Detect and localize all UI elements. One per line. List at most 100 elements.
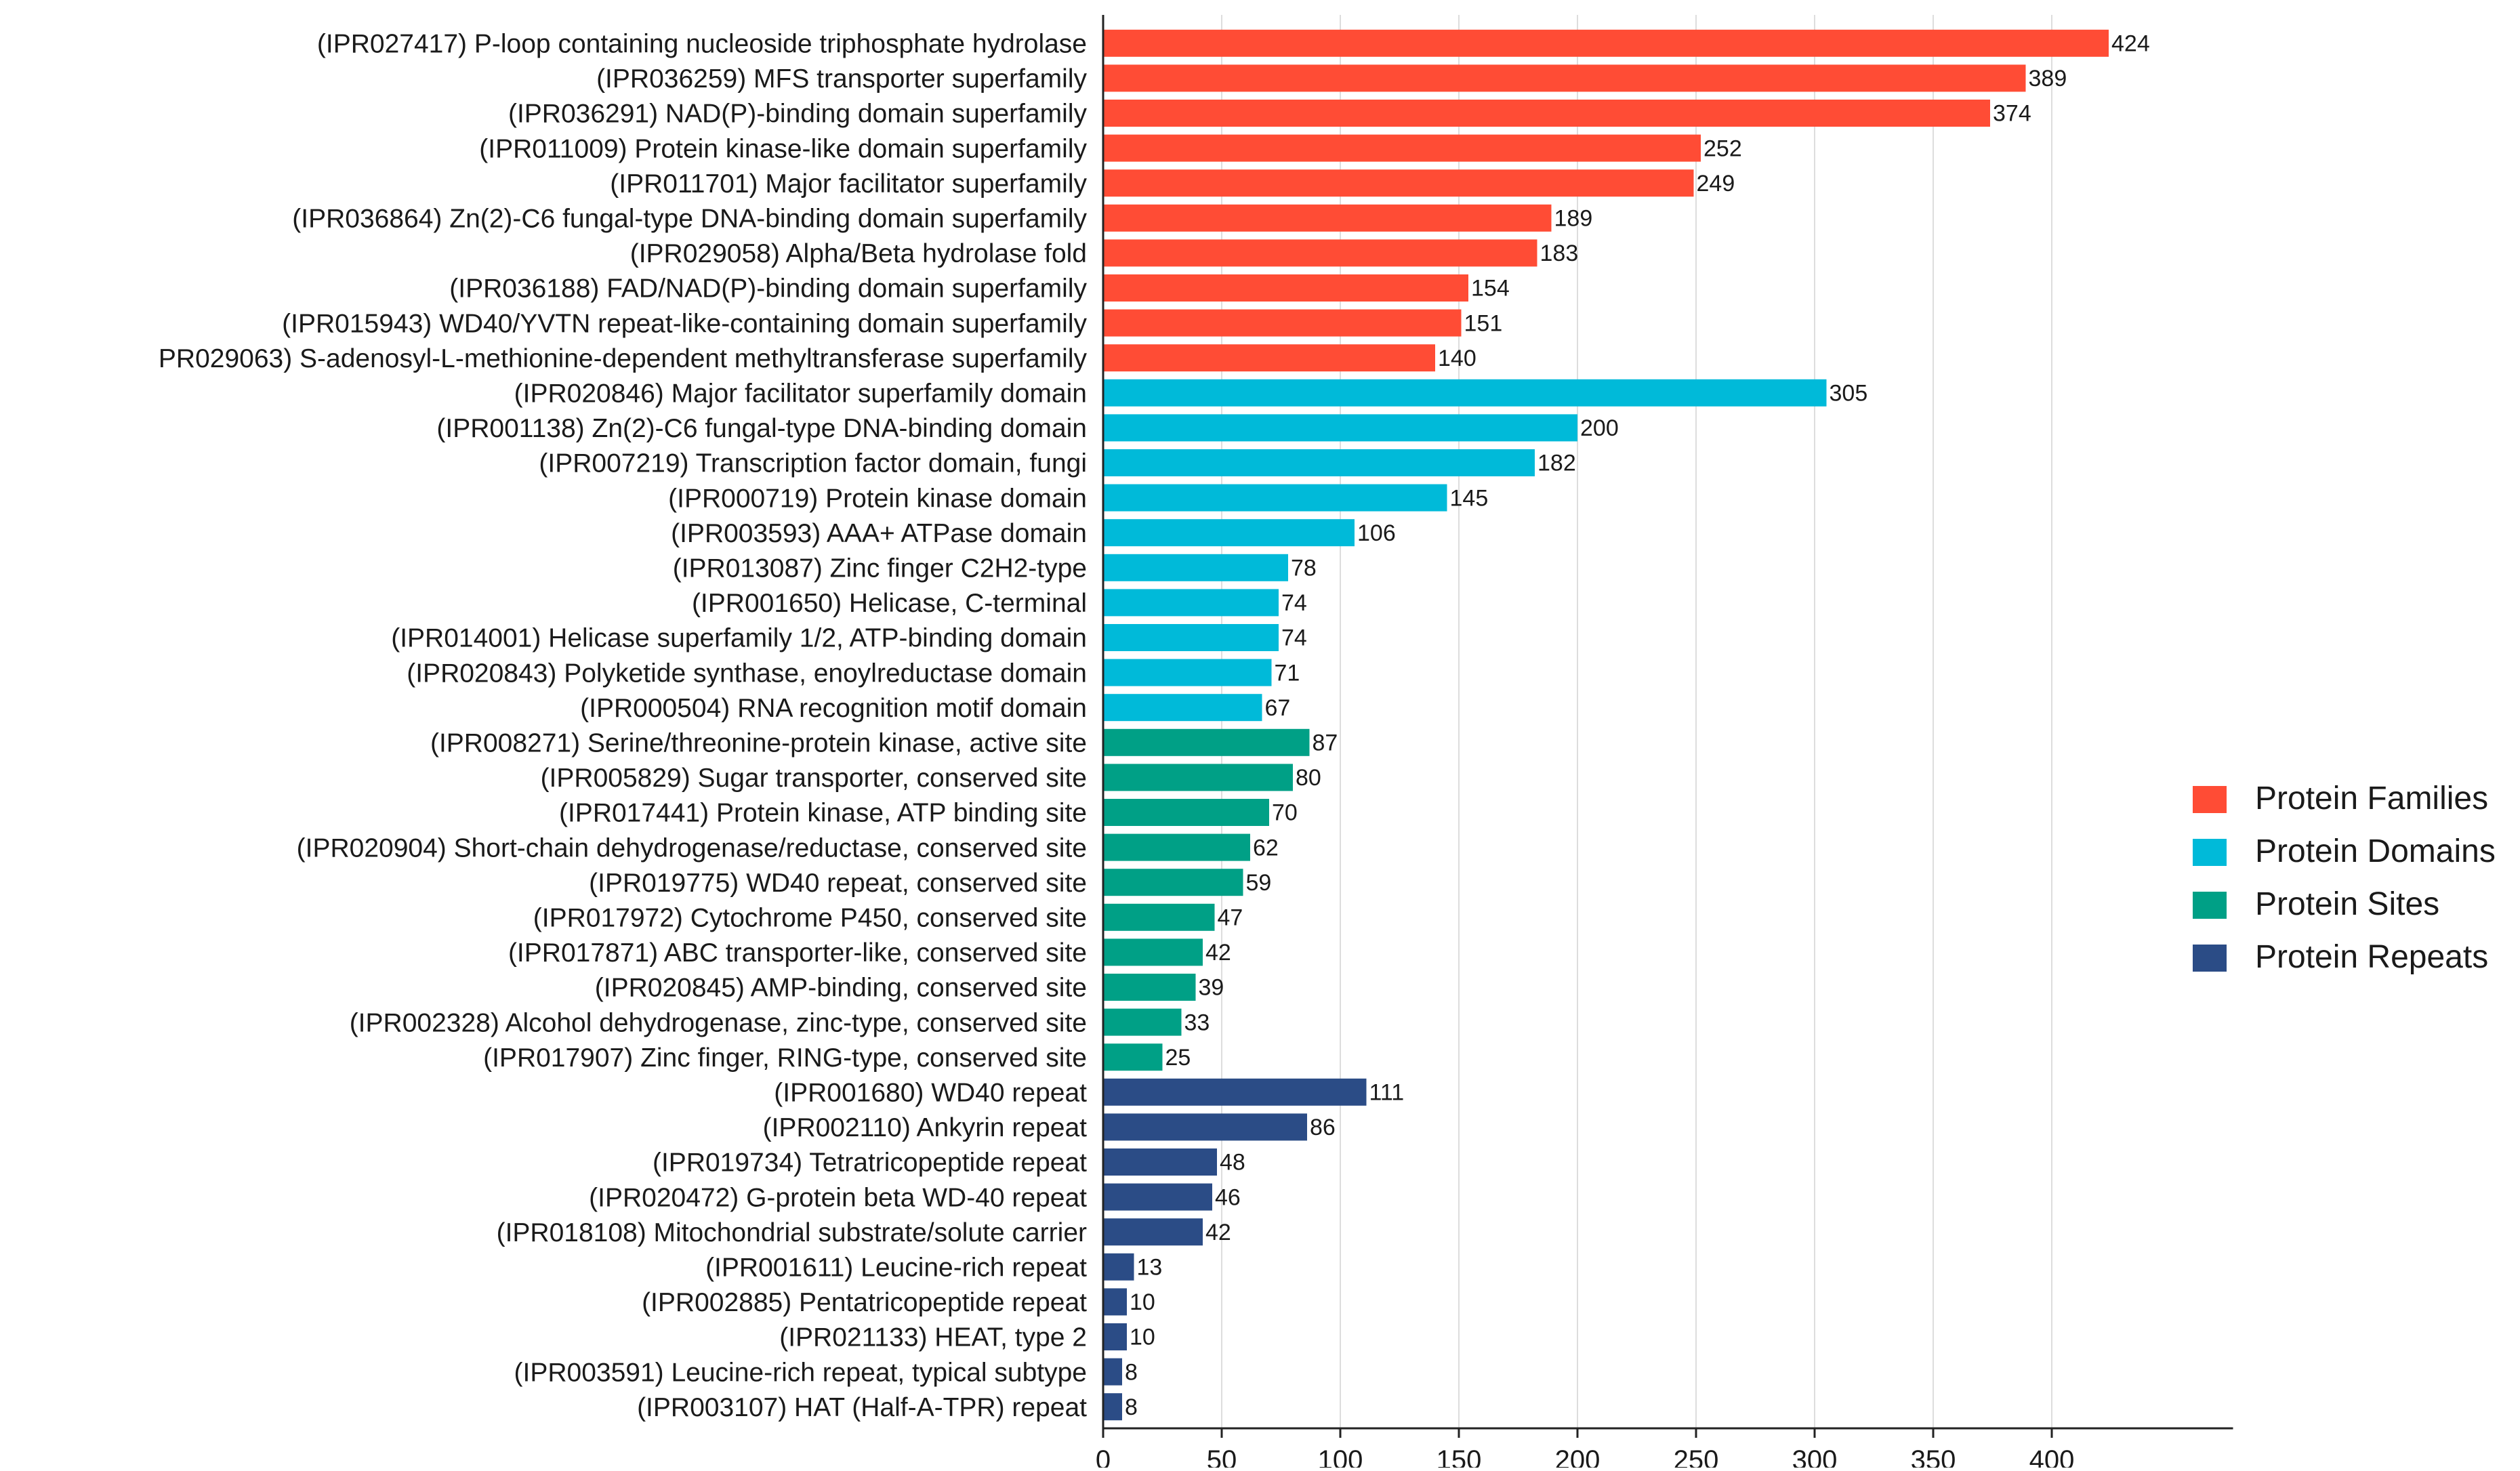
data-label: 305 — [1830, 381, 1868, 407]
x-tick-label: 50 — [1207, 1445, 1237, 1468]
data-label: 71 — [1275, 660, 1300, 686]
category-label: (IPR021133) HEAT, type 2 — [779, 1323, 1087, 1352]
category-label: (IPR000719) Protein kinase domain — [668, 484, 1087, 513]
category-label: (IPR019775) WD40 repeat, conserved site — [589, 869, 1087, 898]
category-label: (IPR014001) Helicase superfamily 1/2, AT… — [391, 624, 1087, 653]
data-label: 249 — [1697, 171, 1735, 196]
category-label: (IPR013087) Zinc finger C2H2-type — [673, 554, 1087, 583]
bar — [1103, 1113, 1307, 1141]
data-label: 86 — [1310, 1115, 1336, 1140]
category-label: (IPR001138) Zn(2)-C6 fungal-type DNA-bin… — [436, 414, 1087, 443]
bar — [1103, 833, 1250, 861]
bar — [1103, 449, 1535, 476]
category-label: (IPR020846) Major facilitator superfamil… — [514, 379, 1087, 408]
data-label: 74 — [1281, 590, 1307, 616]
bar — [1103, 274, 1468, 302]
legend-swatch — [2193, 786, 2227, 813]
data-label: 10 — [1130, 1289, 1155, 1315]
category-label: (IPR008271) Serine/threonine-protein kin… — [430, 728, 1087, 758]
bar — [1103, 1148, 1217, 1176]
category-label: (IPR018108) Mitochondrial substrate/solu… — [497, 1218, 1087, 1247]
bar — [1103, 1288, 1127, 1316]
data-label: 47 — [1218, 905, 1243, 931]
legend-label: Protein Sites — [2255, 886, 2439, 922]
bar — [1103, 1358, 1122, 1386]
category-label: (IPR007219) Transcription factor domain,… — [539, 449, 1087, 478]
bar — [1103, 799, 1269, 826]
legend: Protein Families Protein Domains Protein S… — [2193, 781, 2496, 975]
bar — [1103, 239, 1537, 267]
legend-label: Protein Repeats — [2255, 939, 2488, 975]
bar — [1103, 554, 1288, 581]
category-label: (IPR002885) Pentatricopeptide repeat — [642, 1288, 1087, 1317]
category-label: (IPR017907) Zinc finger, RING-type, cons… — [483, 1043, 1087, 1073]
bar — [1103, 1183, 1212, 1211]
bar — [1103, 903, 1215, 931]
data-label: 154 — [1471, 276, 1510, 302]
data-label: 183 — [1540, 241, 1579, 266]
bars — [1103, 29, 2109, 1421]
category-label: (IPR003591) Leucine-rich repeat, typical… — [514, 1358, 1087, 1387]
x-tick-label: 300 — [1792, 1445, 1838, 1468]
bar — [1103, 974, 1196, 1001]
category-label: (IPR036864) Zn(2)-C6 fungal-type DNA-bin… — [292, 204, 1087, 233]
category-label: (IPR036259) MFS transporter superfamily — [596, 64, 1087, 94]
bar — [1103, 484, 1447, 512]
data-label: 62 — [1253, 835, 1279, 861]
data-label: 25 — [1165, 1045, 1191, 1071]
category-labels: (IPR027417) P-loop containing nucleoside… — [159, 29, 1088, 1422]
bar — [1103, 659, 1272, 686]
data-label: 74 — [1281, 625, 1307, 651]
bar — [1103, 64, 2026, 92]
bar — [1103, 134, 1701, 162]
category-label: (IPR002110) Ankyrin repeat — [763, 1113, 1088, 1142]
data-label: 200 — [1580, 415, 1619, 441]
x-tick-label: 400 — [2029, 1445, 2075, 1468]
bar — [1103, 589, 1279, 617]
x-tick-label: 100 — [1318, 1445, 1363, 1468]
bar — [1103, 1253, 1134, 1281]
bar — [1103, 379, 1827, 407]
x-tick-label: 250 — [1674, 1445, 1719, 1468]
bar — [1103, 1323, 1127, 1350]
legend-swatch — [2193, 839, 2227, 866]
category-label: (IPR019734) Tetratricopeptide repeat — [653, 1148, 1087, 1178]
category-label: (IPR000504) RNA recognition motif domain — [580, 694, 1087, 723]
category-label: (IPR020845) AMP-binding, conserved site — [595, 974, 1087, 1003]
data-label: 48 — [1220, 1150, 1245, 1176]
data-label: 59 — [1246, 870, 1272, 896]
bar — [1103, 624, 1279, 651]
data-label: 424 — [2111, 31, 2150, 57]
data-label: 151 — [1464, 310, 1503, 336]
data-label: 182 — [1537, 451, 1576, 476]
data-label: 67 — [1265, 695, 1291, 721]
bar — [1103, 169, 1694, 197]
category-label: PR029063) S-adenosyl-L-methionine-depend… — [159, 344, 1088, 373]
data-label: 70 — [1272, 800, 1298, 826]
data-label: 13 — [1137, 1255, 1163, 1281]
category-label: (IPR027417) P-loop containing nucleoside… — [317, 29, 1087, 58]
bar — [1103, 728, 1310, 756]
data-label: 145 — [1450, 485, 1489, 511]
category-label: (IPR001650) Helicase, C-terminal — [692, 589, 1087, 618]
data-label: 374 — [1993, 101, 2031, 127]
category-label: (IPR003107) HAT (Half-A-TPR) repeat — [637, 1393, 1087, 1422]
bar — [1103, 1078, 1367, 1106]
bar — [1103, 764, 1293, 791]
x-tick-label: 150 — [1437, 1445, 1482, 1468]
data-label: 46 — [1215, 1184, 1241, 1210]
x-axis: 0 50 100 150 200 250 300 350 400 — [1096, 15, 2233, 1471]
category-label: (IPR002328) Alcohol dehydrogenase, zinc-… — [350, 1008, 1087, 1037]
data-label: 39 — [1199, 975, 1224, 1001]
category-label: (IPR017441) Protein kinase, ATP binding … — [559, 799, 1087, 828]
data-label: 189 — [1554, 206, 1593, 232]
bar — [1103, 1008, 1182, 1036]
data-label: 87 — [1313, 730, 1338, 756]
data-label: 111 — [1369, 1080, 1405, 1106]
category-label: (IPR017871) ABC transporter-like, conser… — [508, 938, 1087, 968]
bar — [1103, 1218, 1203, 1246]
category-label: (IPR015943) WD40/YVTN repeat-like-contai… — [282, 309, 1087, 338]
category-label: (IPR020904) Short-chain dehydrogenase/re… — [297, 833, 1087, 863]
